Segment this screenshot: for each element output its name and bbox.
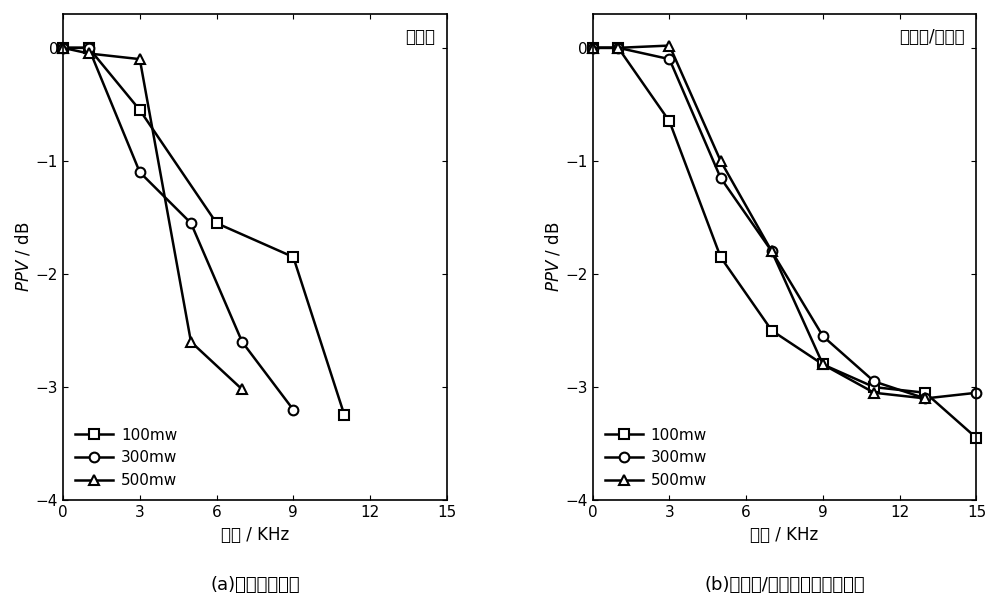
- Line: 300mw: 300mw: [588, 43, 981, 403]
- 300mw: [57, 44, 69, 52]
- 300mw: [236, 338, 248, 345]
- 500mw: [83, 50, 95, 57]
- 500mw: [817, 361, 829, 368]
- Line: 500mw: 500mw: [58, 43, 247, 395]
- 500mw: [868, 389, 880, 396]
- 100mw: [83, 44, 95, 52]
- 100mw: [663, 118, 675, 125]
- 100mw: [57, 44, 69, 52]
- 100mw: [715, 253, 727, 261]
- Legend: 100mw, 300mw, 500mw: 100mw, 300mw, 500mw: [600, 423, 712, 493]
- 100mw: [134, 107, 146, 114]
- Text: 石墨烯: 石墨烯: [405, 28, 435, 47]
- 100mw: [587, 44, 599, 52]
- 100mw: [919, 389, 931, 396]
- 300mw: [612, 44, 624, 52]
- 500mw: [612, 44, 624, 52]
- 500mw: [919, 395, 931, 402]
- 300mw: [868, 378, 880, 385]
- 300mw: [83, 44, 95, 52]
- 300mw: [287, 406, 299, 413]
- 100mw: [766, 327, 778, 334]
- 100mw: [817, 361, 829, 368]
- 300mw: [970, 389, 982, 396]
- X-axis label: 频率 / KHz: 频率 / KHz: [750, 525, 819, 544]
- Line: 100mw: 100mw: [58, 43, 349, 420]
- Text: (b)石墨烯/氮化硌异质结修饰硅: (b)石墨烯/氮化硌异质结修饰硅: [704, 576, 865, 594]
- 300mw: [766, 248, 778, 255]
- Text: (a)石墨烯修饰硅: (a)石墨烯修饰硅: [210, 576, 300, 594]
- 300mw: [817, 333, 829, 340]
- Legend: 100mw, 300mw, 500mw: 100mw, 300mw, 500mw: [71, 423, 182, 493]
- Line: 300mw: 300mw: [58, 43, 298, 415]
- Y-axis label: $PPV$ / dB: $PPV$ / dB: [14, 222, 33, 292]
- 100mw: [287, 253, 299, 261]
- Y-axis label: $PPV$ / dB: $PPV$ / dB: [544, 222, 563, 292]
- 300mw: [663, 56, 675, 63]
- 100mw: [338, 411, 350, 419]
- 300mw: [134, 168, 146, 176]
- 500mw: [185, 338, 197, 345]
- 500mw: [57, 44, 69, 52]
- 500mw: [766, 248, 778, 255]
- 100mw: [970, 435, 982, 442]
- 500mw: [236, 386, 248, 393]
- 500mw: [134, 56, 146, 63]
- 500mw: [587, 44, 599, 52]
- 300mw: [919, 395, 931, 402]
- 300mw: [587, 44, 599, 52]
- 300mw: [715, 175, 727, 182]
- 500mw: [715, 158, 727, 165]
- 100mw: [612, 44, 624, 52]
- 300mw: [185, 219, 197, 227]
- 100mw: [211, 219, 223, 227]
- Line: 500mw: 500mw: [588, 41, 930, 403]
- Text: 石墨烯/氮化硌: 石墨烯/氮化硌: [899, 28, 965, 47]
- 100mw: [868, 384, 880, 391]
- 500mw: [663, 42, 675, 49]
- X-axis label: 频率 / KHz: 频率 / KHz: [221, 525, 289, 544]
- Line: 100mw: 100mw: [588, 43, 981, 443]
